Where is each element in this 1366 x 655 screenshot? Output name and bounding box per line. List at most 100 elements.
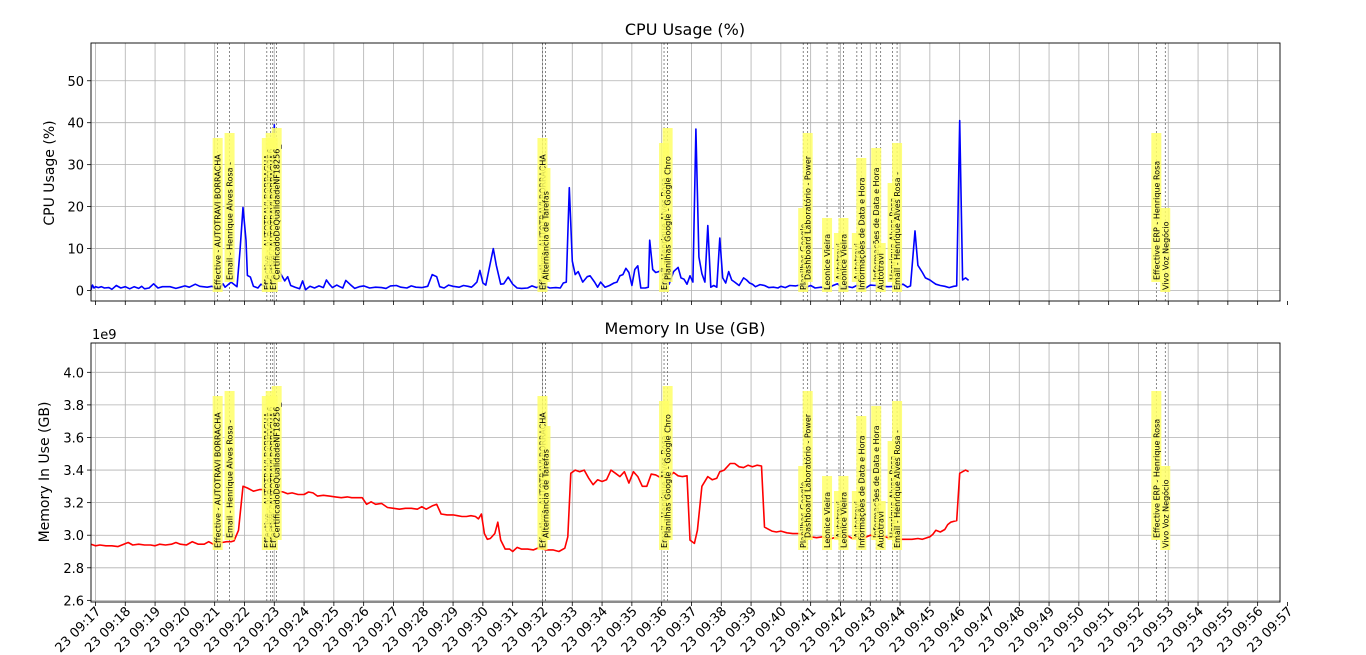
- memory-y-tick-label: 3.4: [63, 464, 84, 479]
- memory-event-label-box: [838, 476, 849, 550]
- memory-event-label: Leonice Vieira: [823, 492, 832, 548]
- cpu-event-annotation: Email - Henrique Alves Rosa -: [892, 143, 903, 292]
- memory-y-tick-label: 2.8: [63, 562, 84, 577]
- memory-chart-title: Memory In Use (GB): [605, 319, 766, 338]
- cpu-event-annotation: Vivo Voz Negócio: [1160, 208, 1171, 292]
- cpu-event-annotation: Planilhas Google - Google Chro: [662, 128, 673, 282]
- cpu-chart-title: CPU Usage (%): [625, 20, 745, 39]
- cpu-plot-area: [91, 43, 1280, 301]
- memory-event-label: Email - Henrique Alves Rosa -: [893, 430, 902, 548]
- cpu-event-label-box: [802, 133, 813, 282]
- memory-event-label-box: [802, 391, 813, 540]
- memory-event-annotation: Effective ERP - Henrique Rosa: [1151, 391, 1162, 540]
- memory-event-annotation: Effective - AUTOTRAVI BORRACHA: [212, 396, 223, 550]
- memory-event-label: Planilhas Google - Google Chro: [664, 414, 673, 538]
- memory-event-label-box: [1160, 466, 1171, 550]
- cpu-event-annotation: Informações de Data e Hora: [856, 158, 867, 292]
- memory-event-annotation: Leonice Vieira: [838, 476, 849, 550]
- cpu-event-label: Leonice Vieira: [839, 234, 848, 290]
- cpu-event-annotation: Email - Henrique Alves Rosa -: [224, 133, 235, 282]
- cpu-event-label: Alternância de Tarefas: [541, 191, 550, 280]
- memory-event-label: Effective - AUTOTRAVI BORRACHA: [214, 412, 223, 548]
- cpu-plot-frame: [90, 42, 1281, 302]
- cpu-event-annotation: Dashboard Laboratório - Power: [802, 133, 813, 282]
- cpu-event-label-box: [540, 168, 551, 282]
- cpu-event-label-box: [1151, 133, 1162, 282]
- memory-event-annotation: Informações de Data e Hora: [856, 416, 867, 550]
- cpu-event-label-box: [892, 143, 903, 292]
- cpu-event-label: Vivo Voz Negócio: [1160, 221, 1170, 290]
- memory-y-tick-label: 2.6: [63, 594, 84, 609]
- memory-y-tick-label: 4.0: [63, 366, 84, 381]
- cpu-event-label: Leonice Vieira: [823, 234, 832, 290]
- cpu-event-label-box: [856, 158, 867, 292]
- memory-event-label-box: [662, 386, 673, 540]
- cpu-event-label-box: [838, 218, 849, 292]
- cpu-event-annotation: Leonice Vieira: [822, 218, 833, 292]
- cpu-event-label-box: [212, 138, 223, 292]
- cpu-event-annotation: Effective - AUTOTRAVI BORRACHA: [212, 138, 223, 292]
- memory-event-annotation: Dashboard Laboratório - Power: [802, 391, 813, 540]
- cpu-event-annotation: Leonice Vieira: [838, 218, 849, 292]
- memory-event-label: Alternância de Tarefas: [541, 449, 550, 538]
- memory-plot-frame: [90, 342, 1281, 603]
- memory-event-annotation: CertificadoDeQualidadeNF18256_: [271, 386, 282, 540]
- memory-event-label: Vivo Voz Negócio: [1160, 479, 1170, 548]
- memory-event-label-box: [271, 386, 282, 540]
- memory-event-annotation: Planilhas Google - Google Chro: [662, 386, 673, 540]
- cpu-y-axis-label: CPU Usage (%): [42, 120, 58, 225]
- cpu-event-label: Email - Henrique Alves Rosa -: [226, 162, 235, 280]
- memory-event-label: CertificadoDeQualidadeNF18256_: [273, 402, 282, 538]
- memory-event-label-box: [1151, 391, 1162, 540]
- memory-event-annotation: Email - Henrique Alves Rosa -: [224, 391, 235, 540]
- memory-event-annotation: Leonice Vieira: [822, 476, 833, 550]
- cpu-usage-chart: CPU Usage (%) CPU Usage (%) 0 10 20 30 40 50 E…: [42, 20, 1288, 305]
- cpu-y-tick-label: 10: [67, 243, 84, 258]
- cpu-event-label: Effective - AUTOTRAVI BORRACHA: [214, 154, 223, 290]
- memory-event-label: Effective ERP - Henrique Rosa: [1152, 419, 1161, 538]
- cpu-event-label: CertificadoDeQualidadeNF18256_: [273, 144, 282, 280]
- memory-event-annotation: Alternância de Tarefas: [540, 426, 551, 540]
- cpu-event-label-box: [1160, 208, 1171, 292]
- memory-event-label: Dashboard Laboratório - Power: [803, 413, 813, 538]
- memory-y-multiplier: 1e9: [92, 328, 117, 343]
- cpu-event-annotation: Autotravi: [875, 243, 886, 292]
- memory-event-label-box: [875, 501, 886, 550]
- memory-y-tick-label: 3.6: [63, 431, 84, 446]
- memory-event-label-box: [822, 476, 833, 550]
- cpu-event-label: Effective ERP - Henrique Rosa: [1152, 161, 1161, 280]
- cpu-event-label-box: [875, 243, 886, 292]
- memory-event-label: Informações de Data e Hora: [872, 425, 881, 538]
- cpu-event-annotation: Alternância de Tarefas: [540, 168, 551, 282]
- cpu-y-tick-label: 30: [67, 159, 84, 174]
- cpu-event-annotation: CertificadoDeQualidadeNF18256_: [271, 128, 282, 282]
- cpu-event-label-box: [271, 128, 282, 282]
- memory-event-label-box: [540, 426, 551, 540]
- memory-usage-chart: Memory In Use (GB) Memory In Use (GB) 1e…: [37, 319, 1296, 655]
- cpu-event-label-box: [662, 128, 673, 282]
- cpu-y-tick-label: 40: [67, 117, 84, 132]
- cpu-event-label-box: [224, 133, 235, 282]
- memory-event-label: Informações de Data e Hora: [857, 435, 866, 548]
- cpu-event-label: Informações de Data e Hora: [872, 167, 881, 280]
- cpu-event-label: Informações de Data e Hora: [857, 177, 866, 290]
- memory-event-label: Email - Henrique Alves Rosa -: [226, 420, 235, 538]
- cpu-y-tick-label: 50: [67, 75, 84, 90]
- memory-event-label-box: [856, 416, 867, 550]
- cpu-event-label: Dashboard Laboratório - Power: [803, 155, 813, 280]
- memory-event-annotation: Email - Henrique Alves Rosa -: [892, 401, 903, 550]
- memory-event-annotation: Autotravi: [875, 501, 886, 550]
- memory-plot-area: [91, 343, 1280, 602]
- memory-y-tick-label: 3.8: [63, 399, 84, 414]
- cpu-event-annotation: Effective ERP - Henrique Rosa: [1151, 133, 1162, 282]
- memory-event-label-box: [212, 396, 223, 550]
- cpu-y-tick-label: 0: [76, 285, 84, 300]
- cpu-event-label: Autotravi: [877, 253, 886, 290]
- cpu-event-label: Email - Henrique Alves Rosa -: [893, 172, 902, 290]
- memory-event-label: Leonice Vieira: [839, 492, 848, 548]
- memory-event-label: Autotravi: [877, 511, 886, 548]
- memory-y-tick-label: 3.0: [63, 529, 84, 544]
- cpu-event-label-box: [822, 218, 833, 292]
- cpu-event-label: Planilhas Google - Google Chro: [664, 156, 673, 280]
